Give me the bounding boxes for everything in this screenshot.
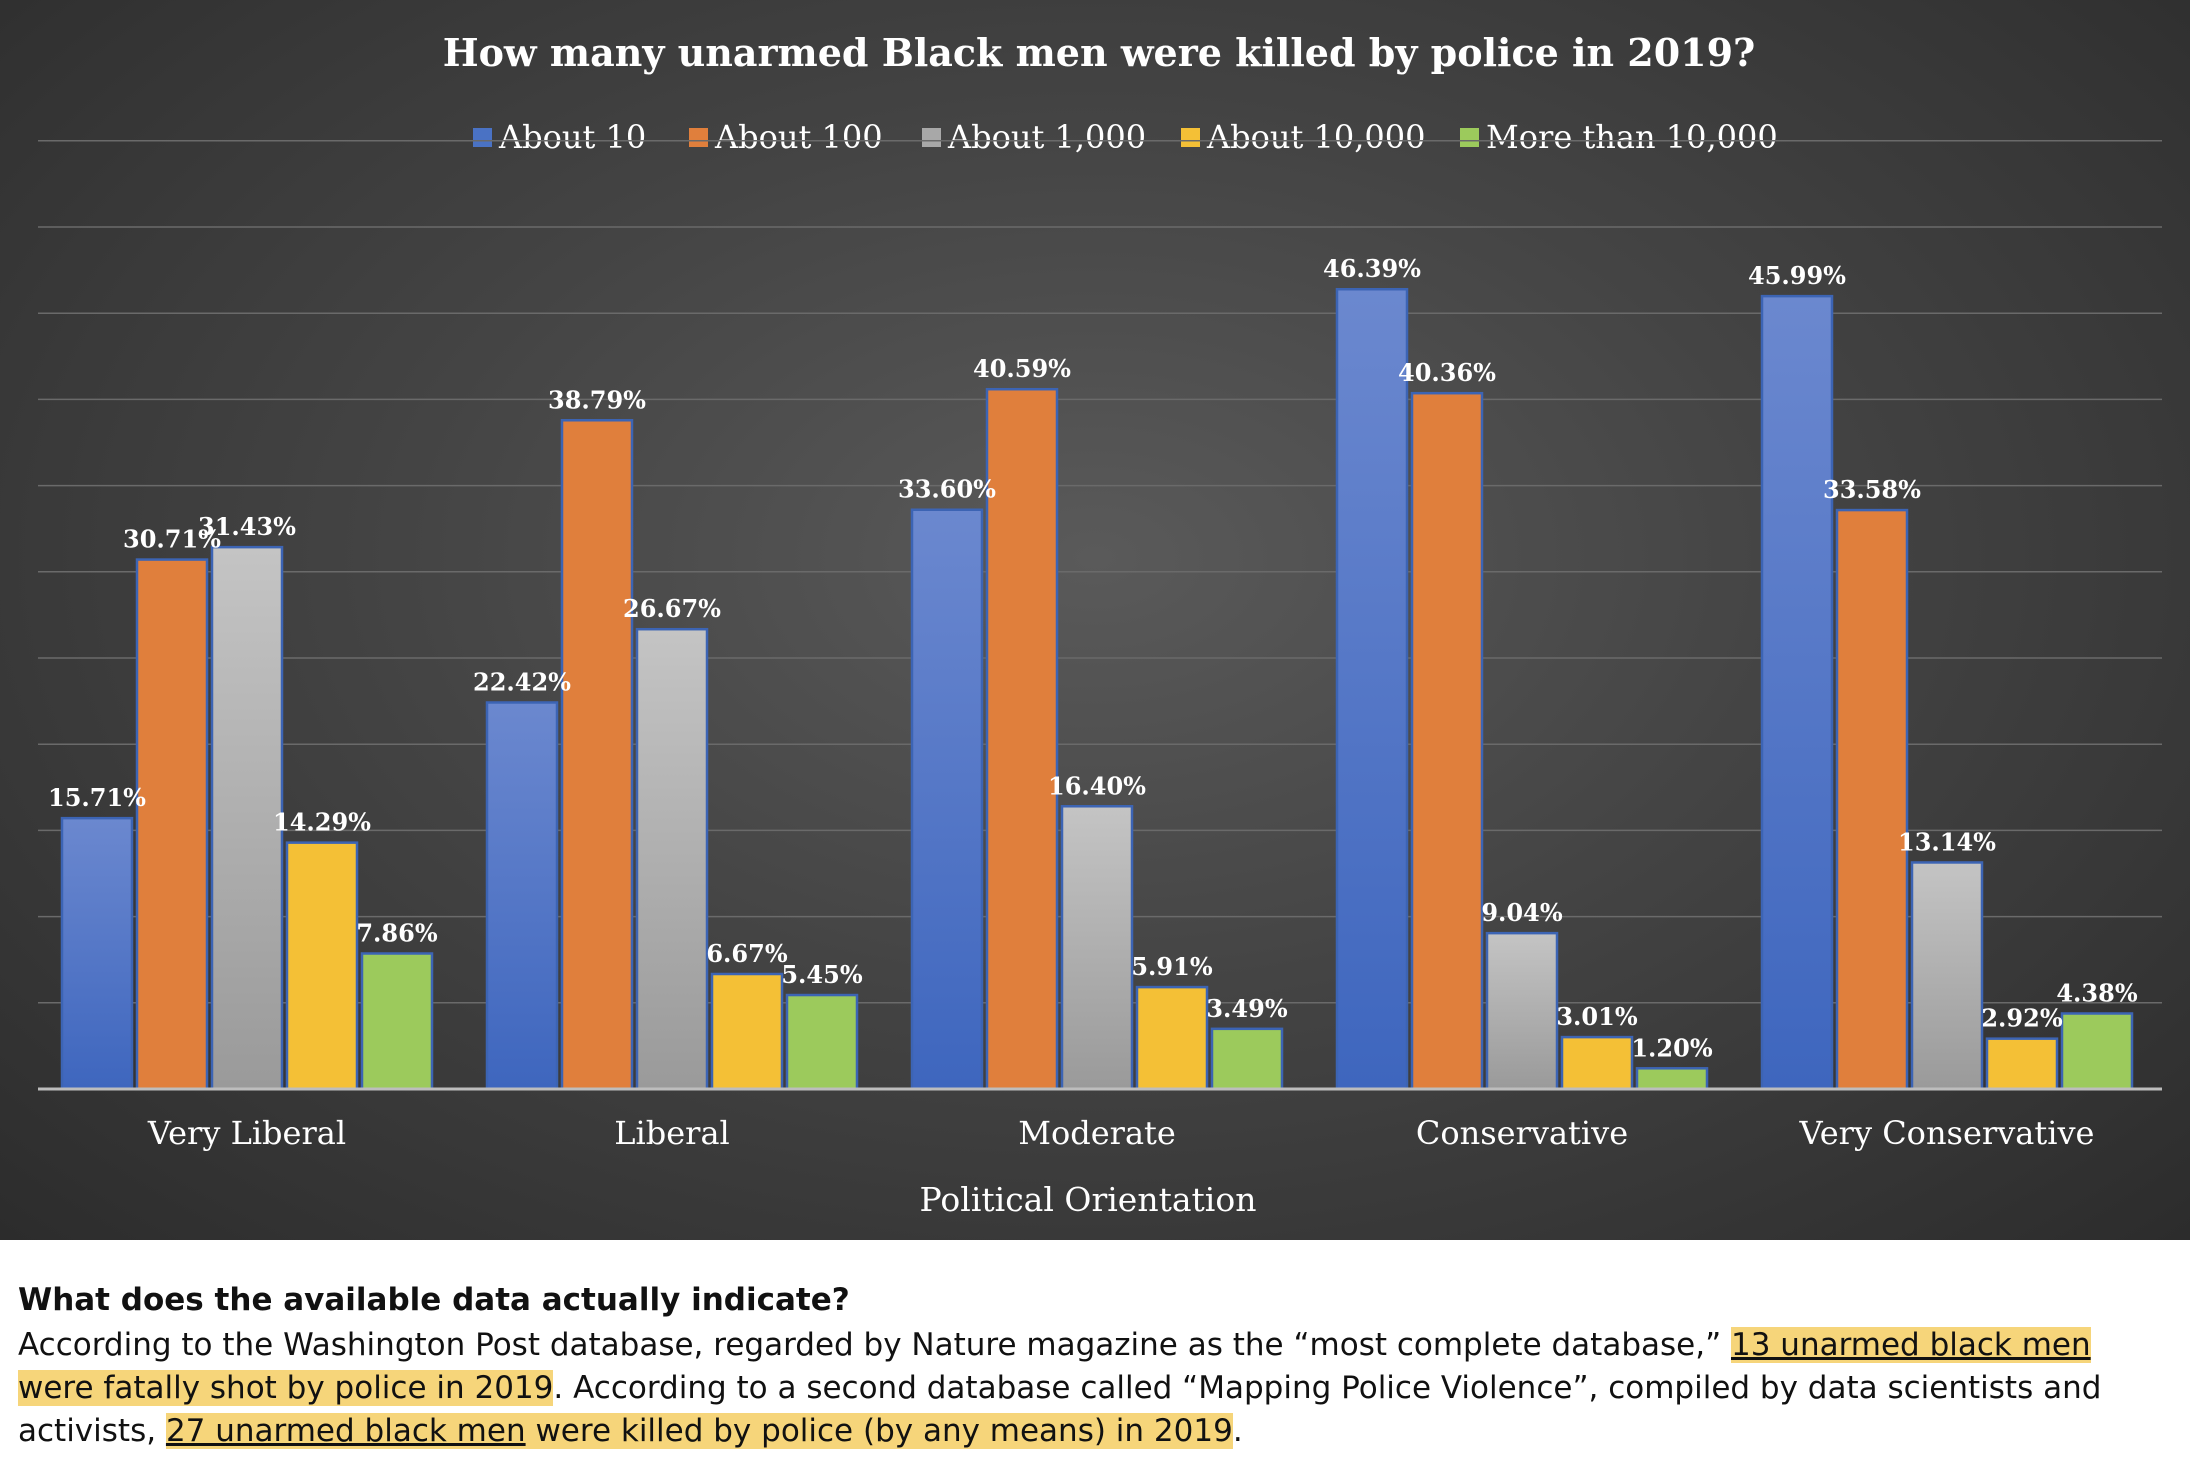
note-heading: What does the available data actually in…	[18, 1282, 850, 1318]
bar-very-liberal-about-10-000	[285, 841, 359, 1091]
data-label-very-conservative-more-than-10-000: 4.38%	[2056, 978, 2137, 1007]
data-label-conservative-about-10-000: 3.01%	[1556, 1002, 1637, 1031]
category-label-very-conservative: Very Conservative	[1799, 1114, 2095, 1152]
category-label-very-liberal: Very Liberal	[147, 1114, 346, 1152]
bar-conservative-more-than-10-000	[1635, 1067, 1709, 1091]
category-label-conservative: Conservative	[1416, 1114, 1628, 1152]
bar-very-conservative-about-100	[1835, 508, 1909, 1091]
bar-liberal-about-100	[560, 419, 634, 1091]
data-label-conservative-about-100: 40.36%	[1398, 358, 1496, 387]
bar-chart: How many unarmed Black men were killed b…	[38, 30, 2162, 1219]
data-label-very-liberal-about-10: 15.71%	[48, 783, 146, 812]
data-label-liberal-about-10-000: 6.67%	[706, 939, 787, 968]
data-label-moderate-about-100: 40.59%	[973, 354, 1071, 383]
bar-conservative-about-10-000	[1560, 1035, 1634, 1091]
bar-conservative-about-1-000	[1485, 931, 1559, 1091]
bar-moderate-about-10	[910, 508, 984, 1091]
link-13-unarmed-black-men[interactable]: 13 unarmed black men	[1731, 1327, 2091, 1363]
legend-swatch-about-100	[689, 128, 708, 147]
note-text-part-2: . According to a second database called …	[18, 1370, 2102, 1449]
bar-very-conservative-about-10-000	[1985, 1037, 2059, 1091]
data-label-very-conservative-about-1-000: 13.14%	[1898, 827, 1996, 856]
category-label-liberal: Liberal	[614, 1114, 730, 1152]
data-label-very-conservative-about-100: 33.58%	[1823, 475, 1921, 504]
category-label-moderate: Moderate	[1018, 1114, 1176, 1152]
data-label-liberal-about-100: 38.79%	[548, 385, 646, 414]
category-labels: Very Liberal Liberal Moderate Conservative V…	[147, 1114, 2095, 1152]
legend-label-about-100: About 100	[714, 118, 883, 156]
highlight-1-text: were fatally shot by police in 2019	[18, 1370, 554, 1406]
legend-label-more-than-10-000: More than 10,000	[1486, 118, 1778, 156]
data-label-moderate-about-1-000: 16.40%	[1048, 771, 1146, 800]
bars	[60, 287, 2134, 1091]
bar-very-conservative-about-1-000	[1910, 861, 1984, 1091]
note-text-part-3: .	[1232, 1413, 1243, 1449]
legend-label-about-10: About 10	[498, 118, 646, 156]
data-label-moderate-about-10: 33.60%	[898, 475, 996, 504]
bar-very-liberal-about-100	[135, 558, 209, 1091]
bar-moderate-about-1-000	[1060, 805, 1134, 1091]
legend: About 10 About 100 About 1,000 About 10,000…	[473, 118, 1778, 156]
bar-liberal-more-than-10-000	[785, 993, 859, 1091]
bar-very-liberal-about-10	[60, 816, 134, 1091]
data-label-conservative-about-1-000: 9.04%	[1481, 898, 1562, 927]
data-label-conservative-more-than-10-000: 1.20%	[1631, 1033, 1712, 1062]
data-label-moderate-more-than-10-000: 3.49%	[1206, 994, 1287, 1023]
bar-very-liberal-more-than-10-000	[360, 952, 434, 1091]
legend-swatch-more-than-10-000	[1460, 128, 1479, 147]
legend-swatch-about-10	[473, 128, 492, 147]
bar-conservative-about-10	[1335, 287, 1409, 1091]
note-text-part-1: According to the Washington Post databas…	[18, 1327, 1731, 1363]
note-body: According to the Washington Post databas…	[18, 1324, 2168, 1453]
highlight-2-text: were killed by police (by any means) in …	[525, 1413, 1233, 1449]
bar-moderate-more-than-10-000	[1210, 1027, 1284, 1091]
chart-title: How many unarmed Black men were killed b…	[443, 30, 1756, 75]
data-label-very-conservative-about-10: 45.99%	[1748, 261, 1846, 290]
legend-swatch-about-10-000	[1181, 128, 1200, 147]
gridlines	[38, 140, 2162, 1004]
legend-label-about-10-000: About 10,000	[1206, 118, 1425, 156]
data-label-very-conservative-about-10-000: 2.92%	[1981, 1004, 2062, 1033]
bar-very-conservative-more-than-10-000	[2060, 1012, 2134, 1091]
bar-very-conservative-about-10	[1760, 294, 1834, 1091]
bar-liberal-about-1-000	[635, 627, 709, 1091]
bar-moderate-about-10-000	[1135, 985, 1209, 1091]
data-label-liberal-about-10: 22.42%	[473, 667, 571, 696]
legend-label-about-1-000: About 1,000	[947, 118, 1146, 156]
x-axis-title: Political Orientation	[920, 1180, 1257, 1219]
data-labels: 15.71% 30.71%31.43% 14.29% 7.86% 22.42% 38.79…	[48, 254, 2138, 1062]
data-label-conservative-about-10: 46.39%	[1323, 254, 1421, 283]
bar-conservative-about-100	[1410, 391, 1484, 1091]
legend-swatch-about-1-000	[922, 128, 941, 147]
data-label-moderate-about-10-000: 5.91%	[1131, 952, 1212, 981]
data-label-very-liberal-more-than-10-000: 7.86%	[356, 918, 437, 947]
bar-liberal-about-10-000	[710, 972, 784, 1091]
note-section: What does the available data actually in…	[0, 1240, 2190, 1484]
data-label-very-liberal-about-10-000: 14.29%	[273, 808, 371, 837]
bar-liberal-about-10	[485, 701, 559, 1091]
data-label-liberal-about-1-000: 26.67%	[623, 594, 721, 623]
bar-very-liberal-about-1-000	[210, 545, 284, 1091]
highlight-2: 27 unarmed black men were killed by poli…	[165, 1413, 1233, 1449]
data-label-very-liberal-about-1-000: 31.43%	[198, 512, 296, 541]
data-label-liberal-more-than-10-000: 5.45%	[781, 960, 862, 989]
data-label-very-liberal-about-100: 30.71%	[123, 525, 221, 554]
chart-panel: How many unarmed Black men were killed b…	[0, 0, 2190, 1240]
link-27-unarmed-black-men[interactable]: 27 unarmed black men	[165, 1413, 526, 1449]
bar-moderate-about-100	[985, 387, 1059, 1091]
